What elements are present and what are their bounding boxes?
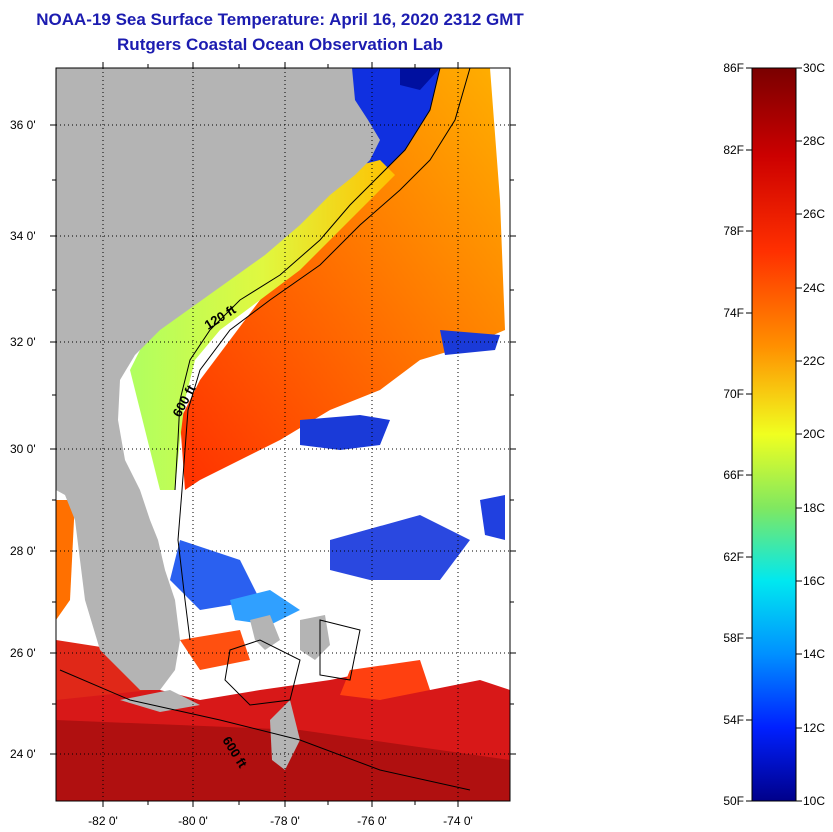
lat-label: 26 0' — [10, 646, 36, 660]
us-mainland — [56, 68, 380, 690]
f-label: 74F — [723, 306, 744, 320]
lon-label: -76 0' — [357, 814, 387, 828]
contour-120ft — [174, 68, 441, 491]
lat-label: 24 0' — [10, 747, 36, 761]
land — [56, 68, 380, 770]
f-label: 70F — [723, 387, 744, 401]
cold-patch — [300, 415, 390, 450]
island — [270, 700, 300, 770]
c-label: 20C — [803, 427, 825, 441]
c-label: 22C — [803, 354, 825, 368]
c-label: 16C — [803, 574, 825, 588]
f-label: 50F — [723, 794, 744, 808]
longitude-labels: -82 0' -80 0' -78 0' -76 0' -74 0' — [88, 814, 473, 828]
c-label: 26C — [803, 207, 825, 221]
lat-label: 34 0' — [10, 229, 36, 243]
map-border — [55, 67, 511, 802]
lon-label: -74 0' — [443, 814, 473, 828]
f-label: 66F — [723, 468, 744, 482]
c-label: 14C — [803, 647, 825, 661]
c-label: 30C — [803, 61, 825, 75]
c-label: 10C — [803, 794, 825, 808]
c-label: 18C — [803, 501, 825, 515]
f-label: 78F — [723, 224, 744, 238]
colorbar-c-labels: 30C 28C 26C 24C 22C 20C 18C 16C 14C 12C … — [803, 61, 825, 808]
c-label: 24C — [803, 281, 825, 295]
f-label: 86F — [723, 61, 744, 75]
axis-ticks — [50, 62, 516, 807]
shelf-water — [130, 160, 395, 490]
bathymetry-contours — [59, 68, 471, 791]
lat-label: 36 0' — [10, 118, 36, 132]
lon-label: -80 0' — [178, 814, 208, 828]
lat-label: 32 0' — [10, 335, 36, 349]
c-label: 12C — [803, 721, 825, 735]
gulf-stream-warm-water — [180, 68, 505, 490]
f-label: 58F — [723, 631, 744, 645]
island — [300, 615, 330, 660]
colorbar-f-labels: 86F 82F 78F 74F 70F 66F 62F 58F 54F 50F — [723, 61, 744, 808]
contour-600ft — [177, 68, 471, 641]
map-title: NOAA-19 Sea Surface Temperature: April 1… — [36, 10, 524, 29]
lon-label: -78 0' — [270, 814, 300, 828]
map-subtitle: Rutgers Coastal Ocean Observation Lab — [117, 35, 443, 54]
colorbar-ticks — [746, 67, 802, 802]
f-label: 82F — [723, 143, 744, 157]
c-label: 28C — [803, 134, 825, 148]
lat-label: 30 0' — [10, 442, 36, 456]
keys — [120, 690, 200, 712]
f-label: 62F — [723, 550, 744, 564]
cold-patch — [330, 515, 470, 580]
colorbar: 86F 82F 78F 74F 70F 66F 62F 58F 54F 50F … — [723, 61, 825, 808]
f-label: 54F — [723, 713, 744, 727]
latitude-labels: 36 0' 34 0' 32 0' 30 0' 28 0' 26 0' 24 0… — [10, 118, 36, 761]
lon-label: -82 0' — [88, 814, 118, 828]
colorbar-gradient — [751, 67, 797, 802]
lat-label: 28 0' — [10, 544, 36, 558]
